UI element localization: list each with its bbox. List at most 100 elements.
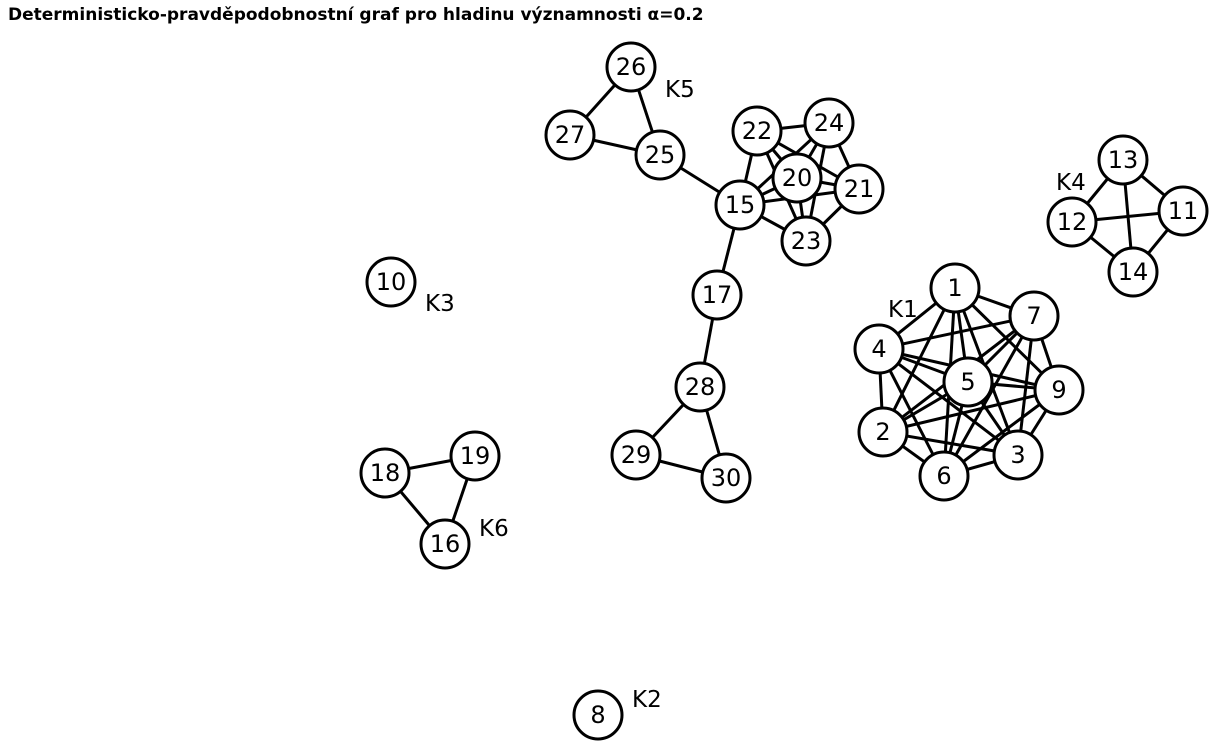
cluster-label-k4: K4	[1056, 170, 1086, 196]
node-28: 28	[674, 361, 726, 413]
node-label: 27	[555, 121, 586, 149]
node-20: 20	[771, 152, 823, 204]
node-10: 10	[365, 256, 417, 308]
node-12: 12	[1046, 196, 1098, 248]
edge-4-7	[878, 314, 1035, 351]
node-circle	[449, 430, 501, 482]
node-circle	[634, 129, 686, 181]
node-label: 22	[742, 117, 773, 145]
node-circle	[605, 41, 657, 93]
node-14: 14	[1107, 246, 1159, 298]
node-label: 17	[702, 281, 733, 309]
node-circle	[731, 105, 783, 157]
node-2: 2	[857, 406, 909, 458]
node-24: 24	[803, 97, 855, 149]
node-circle	[572, 689, 624, 741]
node-label: 9	[1051, 376, 1066, 404]
node-circle	[857, 406, 909, 458]
node-label: 29	[621, 441, 652, 469]
node-label: 26	[616, 53, 647, 81]
node-6: 6	[918, 450, 970, 502]
node-11: 11	[1157, 185, 1209, 237]
node-label: 10	[376, 268, 407, 296]
node-5: 5	[942, 356, 994, 408]
node-circle	[359, 447, 411, 499]
node-circle	[803, 97, 855, 149]
node-21: 21	[833, 163, 885, 215]
node-circle	[1046, 196, 1098, 248]
node-15: 15	[714, 179, 766, 231]
node-label: 16	[430, 530, 461, 558]
cluster-label-k1: K1	[888, 297, 918, 323]
node-circle	[1157, 185, 1209, 237]
edge-9-2	[882, 388, 1060, 434]
node-circle	[1008, 290, 1060, 342]
node-9: 9	[1033, 364, 1085, 416]
edge-1-2	[881, 287, 957, 433]
node-label: 15	[725, 191, 756, 219]
node-label: 30	[711, 464, 742, 492]
node-circle	[700, 452, 752, 504]
node-13: 13	[1097, 134, 1149, 186]
node-25: 25	[634, 129, 686, 181]
node-label: 25	[645, 141, 676, 169]
node-label: 14	[1118, 258, 1149, 286]
node-circle	[365, 256, 417, 308]
node-circle	[419, 518, 471, 570]
node-circle	[1097, 134, 1149, 186]
node-label: 7	[1026, 302, 1041, 330]
cluster-label-k5: K5	[665, 77, 695, 103]
node-3: 3	[992, 429, 1044, 481]
node-circle	[918, 450, 970, 502]
node-label: 11	[1168, 197, 1199, 225]
node-label: 12	[1057, 208, 1088, 236]
node-label: 5	[960, 368, 975, 396]
node-circle	[853, 323, 905, 375]
node-18: 18	[359, 447, 411, 499]
cluster-label-k2: K2	[632, 687, 662, 713]
node-circle	[1107, 246, 1159, 298]
node-label: 21	[844, 175, 875, 203]
node-29: 29	[610, 429, 662, 481]
node-label: 6	[936, 462, 951, 490]
node-label: 28	[685, 373, 716, 401]
node-circle	[833, 163, 885, 215]
node-label: 20	[782, 164, 813, 192]
node-17: 17	[691, 269, 743, 321]
node-1: 1	[929, 262, 981, 314]
node-27: 27	[544, 109, 596, 161]
node-circle	[780, 215, 832, 267]
node-circle	[714, 179, 766, 231]
node-label: 2	[875, 418, 890, 446]
node-circle	[544, 109, 596, 161]
node-8: 8	[572, 689, 624, 741]
node-label: 24	[814, 109, 845, 137]
node-16: 16	[419, 518, 471, 570]
node-label: 19	[460, 442, 491, 470]
cluster-label-k3: K3	[425, 291, 455, 317]
node-22: 22	[731, 105, 783, 157]
edges-layer	[383, 65, 1185, 545]
node-circle	[1033, 364, 1085, 416]
node-23: 23	[780, 215, 832, 267]
node-label: 23	[791, 227, 822, 255]
node-7: 7	[1008, 290, 1060, 342]
node-label: 13	[1108, 146, 1139, 174]
node-label: 3	[1010, 441, 1025, 469]
cluster-labels-layer: K1 K2 K3 K4 K5 K6	[425, 77, 1086, 713]
node-label: 18	[370, 459, 401, 487]
node-30: 30	[700, 452, 752, 504]
node-label: 4	[871, 335, 886, 363]
node-circle	[942, 356, 994, 408]
node-label: 8	[590, 701, 605, 729]
node-label: 1	[947, 274, 962, 302]
cluster-label-k6: K6	[479, 516, 509, 542]
graph-title: Deterministicko-pravděpodobnostní graf p…	[8, 5, 704, 25]
node-circle	[992, 429, 1044, 481]
node-circle	[674, 361, 726, 413]
node-26: 26	[605, 41, 657, 93]
node-circle	[610, 429, 662, 481]
node-circle	[691, 269, 743, 321]
